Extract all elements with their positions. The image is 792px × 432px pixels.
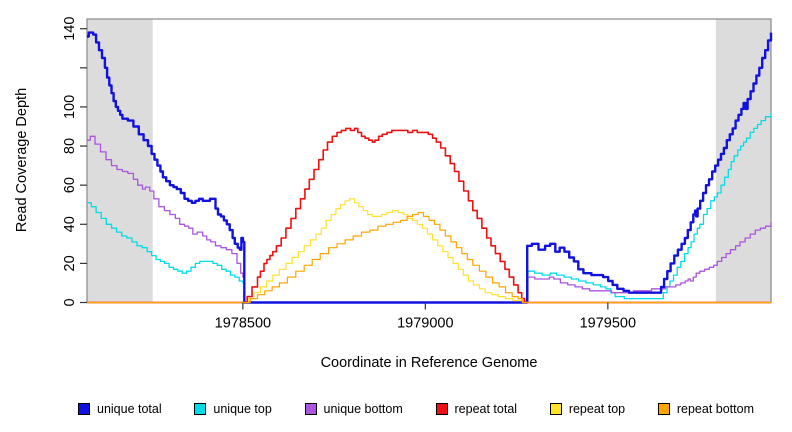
legend-item-repeat-top: repeat top — [549, 402, 626, 416]
legend-swatch-unique-bottom — [304, 403, 317, 415]
shaded-region-0 — [87, 19, 153, 303]
x-tick-label: 1978500 — [215, 316, 271, 332]
legend-label-unique-bottom: unique bottom — [323, 402, 403, 416]
axes: 1978500 1979000 1979500 0 20 40 60 80 100 140 — [62, 17, 636, 332]
legend: unique total unique top unique bottom re… — [78, 399, 754, 419]
x-axis-title: Coordinate in Reference Genome — [320, 355, 538, 371]
coverage-series — [87, 31, 773, 304]
legend-item-unique-top: unique top — [194, 402, 272, 416]
legend-item-repeat-bottom: repeat bottom — [657, 402, 754, 416]
legend-item-unique-total: unique total — [78, 402, 162, 416]
series-line-unique-bottom — [87, 135, 772, 304]
legend-item-unique-bottom: unique bottom — [304, 402, 403, 416]
y-axis-title: Read Coverage Depth — [14, 87, 30, 233]
series-line-repeat-top — [87, 198, 771, 304]
legend-label-unique-total: unique total — [97, 402, 162, 416]
legend-swatch-repeat-total — [435, 403, 448, 415]
series-line-unique-total — [87, 31, 773, 304]
y-tick-label: 20 — [62, 255, 78, 271]
series-line-repeat-total — [87, 127, 771, 304]
legend-item-repeat-total: repeat total — [435, 402, 518, 416]
y-tick-label: 0 — [62, 298, 78, 306]
legend-swatch-unique-total — [78, 403, 90, 415]
series-line-repeat-bottom — [87, 211, 771, 304]
legend-label-repeat-total: repeat total — [454, 402, 518, 416]
y-tick-label: 40 — [62, 216, 78, 232]
series-line-unique-top — [87, 112, 772, 304]
y-tick-label: 100 — [62, 95, 78, 119]
y-tick-label: 140 — [62, 17, 78, 41]
repeat-region-shading — [87, 19, 771, 303]
legend-label-unique-top: unique top — [213, 402, 272, 416]
legend-label-repeat-top: repeat top — [568, 402, 626, 416]
plot-border — [86, 18, 772, 304]
y-tick-label: 60 — [62, 177, 78, 193]
plot-box — [86, 18, 772, 304]
x-tick-label: 1979000 — [397, 316, 453, 332]
legend-swatch-repeat-bottom — [657, 403, 670, 415]
legend-label-repeat-bottom: repeat bottom — [676, 402, 754, 416]
y-tick-label: 80 — [62, 138, 78, 154]
x-tick-label: 1979500 — [580, 316, 636, 332]
legend-swatch-unique-top — [194, 403, 207, 415]
legend-swatch-repeat-top — [549, 403, 562, 415]
